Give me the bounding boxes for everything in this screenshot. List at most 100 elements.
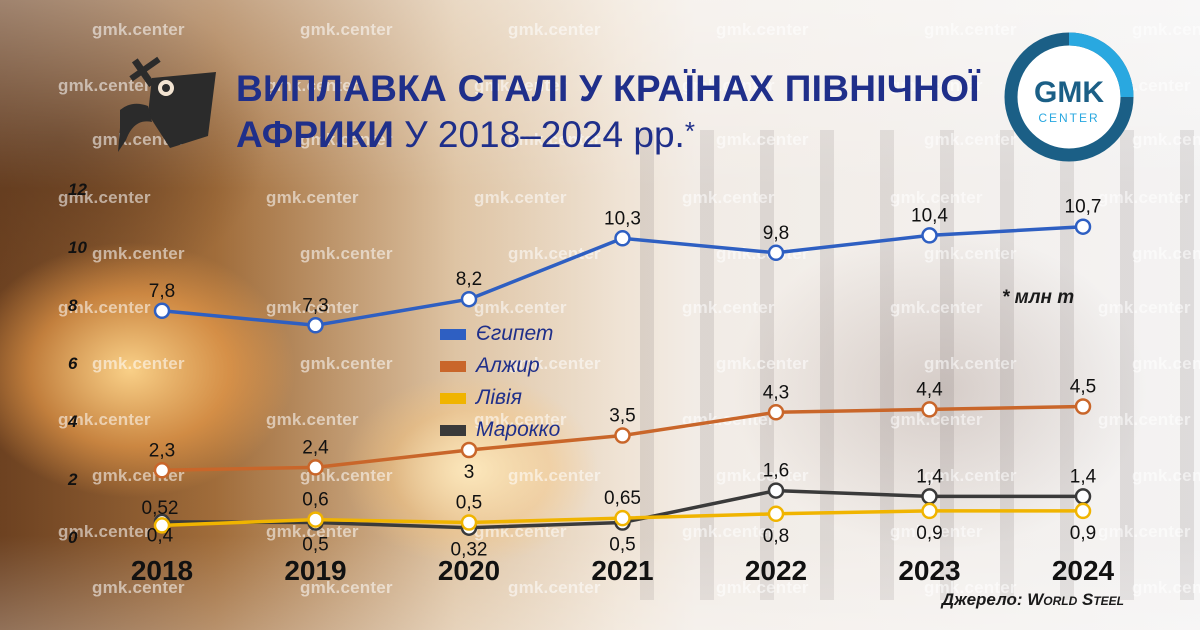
watermark-text: gmk.center: [58, 188, 151, 207]
gmk-center-logo: GMK CENTER: [1004, 32, 1134, 162]
data-point: [767, 244, 785, 262]
watermark-text: gmk.center: [890, 410, 983, 429]
data-label: 1,4: [916, 466, 943, 487]
data-point: [921, 401, 938, 418]
data-label: 0,52: [142, 498, 179, 519]
watermark-text: gmk.center: [474, 410, 567, 429]
data-label: 10,3: [604, 208, 641, 229]
data-point: [614, 509, 631, 527]
data-label: 0,6: [302, 490, 328, 511]
data-point: [1074, 502, 1092, 520]
ladle-icon: [118, 56, 216, 152]
watermark-text: gmk.center: [716, 466, 809, 485]
data-point: [153, 302, 171, 320]
data-label: 0,5: [456, 493, 482, 514]
data-label: 8,2: [456, 269, 482, 290]
y-tick-label: 12: [68, 180, 87, 199]
y-tick-label: 10: [68, 238, 87, 257]
x-tick-label: 2023: [898, 555, 960, 586]
data-point: [614, 230, 631, 247]
data-label: 3: [464, 462, 475, 483]
watermark-text: gmk.center: [682, 298, 775, 317]
watermark-text: gmk.center: [508, 130, 601, 149]
watermark-text: gmk.center: [58, 298, 151, 317]
data-label: 0,8: [763, 526, 789, 547]
data-label: 10,7: [1065, 197, 1102, 218]
watermark-text: gmk.center: [1132, 466, 1200, 485]
title-line-1: ВИПЛАВКА СТАЛІ У КРАЇНАХ ПІВНІЧНОЇ: [236, 68, 980, 109]
data-point: [153, 462, 171, 479]
watermark-text: gmk.center: [716, 354, 809, 373]
watermark-text: gmk.center: [924, 578, 1017, 597]
data-point: [153, 517, 171, 534]
watermark-text: gmk.center: [58, 410, 151, 429]
data-label: 2,4: [302, 437, 329, 458]
watermark-text: gmk.center: [682, 76, 775, 95]
watermark-text: gmk.center: [508, 354, 601, 373]
series-layer: 7,8 7,3 8,2 10,3 9,8 10,4 10,7 2,3 2,4 3 3,5 4,3 4,4…: [142, 197, 1102, 561]
y-tick-label: 8: [68, 296, 78, 315]
data-point: [921, 227, 938, 244]
title-period: У 2018–2024 рр.: [393, 114, 685, 155]
title-country: АФРИКИ: [236, 114, 394, 155]
legend-item-egypt: Єгипет: [440, 318, 560, 350]
data-label: 7,8: [149, 281, 175, 302]
watermark-text: gmk.center: [890, 522, 983, 541]
watermark-text: gmk.center: [300, 130, 393, 149]
data-label: 2,3: [149, 440, 175, 461]
legend-label: Марокко: [476, 418, 561, 441]
legend-item-morocco: Марокко: [440, 414, 560, 446]
watermark-text: gmk.center: [924, 244, 1017, 263]
legend-label: Алжир: [476, 354, 540, 377]
watermark-text: gmk.center: [58, 522, 151, 541]
watermark-text: gmk.center: [682, 188, 775, 207]
legend-swatch: [440, 328, 466, 340]
legend: Єгипет Алжир Лівія Марокко: [440, 318, 560, 446]
data-label: 0,9: [1070, 523, 1096, 544]
watermark-text: gmk.center: [300, 20, 393, 39]
watermark-text: gmk.center: [1132, 244, 1200, 263]
x-tick-label: 2019: [284, 555, 346, 586]
watermark-text: gmk.center: [266, 76, 359, 95]
watermark-text: gmk.center: [716, 130, 809, 149]
data-label: 3,5: [609, 406, 635, 427]
data-point: [1074, 398, 1092, 415]
watermark-text: gmk.center: [92, 244, 185, 263]
data-point: [307, 511, 324, 528]
watermark-text: gmk.center: [508, 244, 601, 263]
legend-label: Єгипет: [476, 322, 554, 345]
legend-swatch: [440, 424, 466, 436]
watermark-text: gmk.center: [92, 20, 185, 39]
watermark-text: gmk.center: [924, 130, 1017, 149]
watermark-text: gmk.center: [682, 522, 775, 541]
source-note: Джерело: World Steel: [942, 590, 1124, 610]
data-label: 0,9: [916, 523, 942, 544]
watermark-text: gmk.center: [300, 244, 393, 263]
watermark-text: gmk.center: [266, 188, 359, 207]
legend-swatch: [440, 360, 466, 372]
data-label: 9,8: [763, 223, 789, 244]
watermark-text: gmk.center: [300, 466, 393, 485]
data-point: [767, 404, 785, 421]
data-label: 0,32: [451, 540, 488, 561]
data-label: 0,5: [609, 535, 635, 556]
watermark-text: gmk.center: [266, 522, 359, 541]
series-2: [153, 502, 1092, 534]
data-point: [307, 317, 324, 334]
series-0: [153, 218, 1092, 334]
data-point: [1074, 218, 1092, 235]
watermark-text: gmk.center: [1132, 354, 1200, 373]
watermark-text: gmk.center: [508, 578, 601, 597]
watermark-text: gmk.center: [508, 466, 601, 485]
data-label: 4,4: [916, 379, 943, 400]
watermark-text: gmk.center: [92, 578, 185, 597]
x-tick-label: 2020: [438, 555, 500, 586]
watermark-text: gmk.center: [92, 354, 185, 373]
legend-swatch: [440, 392, 466, 404]
data-point: [921, 502, 938, 520]
watermark-text: gmk.center: [924, 466, 1017, 485]
watermark-text: gmk.center: [266, 298, 359, 317]
data-label: 7,3: [302, 295, 328, 316]
